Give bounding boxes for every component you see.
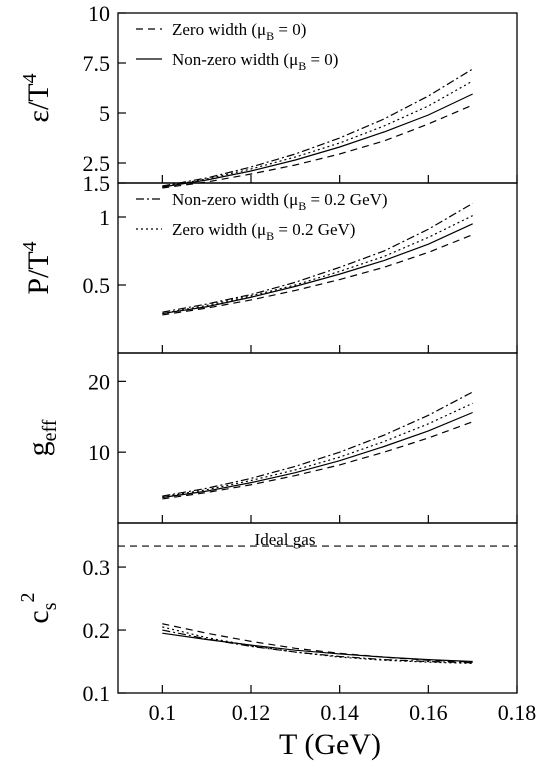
y-axis-label: P/T4 [19,241,55,294]
y-tick-label: 1 [99,205,110,230]
y-axis-label-sup: 4 [19,73,41,83]
y-tick-label: 0.2 [83,618,111,643]
legend-label: Zero width (μB = 0) [172,20,306,43]
y-axis-label-sup: 4 [19,241,41,251]
x-tick-label: 0.12 [232,700,271,725]
y-tick-label: 20 [88,369,110,394]
y-axis-label: cs2 [17,592,61,623]
y-axis-label-main: P/T [22,251,55,294]
legend-label-tail: = 0) [274,20,306,39]
x-tick-label: 0.16 [409,700,448,725]
x-tick-label: 0.18 [498,700,537,725]
legend-label-sub: B [266,229,274,243]
y-axis-label-main: ε/T [22,83,55,122]
series-line-dash-dot [162,68,473,187]
y-tick-label: 0.1 [83,681,111,706]
y-axis-label-sub: s [39,602,61,610]
y-axis-label-main: g [22,441,55,456]
panel-frame [117,352,518,524]
series-line-solid [162,632,473,663]
y-axis-label: ε/T4 [19,73,55,122]
legend-label-text: Zero width (μ [172,20,266,39]
x-tick-label: 0.1 [149,700,177,725]
legend-label-sub: B [298,199,306,213]
y-axis-label-sub: eff [39,419,61,441]
series-line-solid [162,411,473,499]
legend-label: Zero width (μB = 0.2 GeV) [172,220,355,243]
y-tick-label: 1.5 [83,171,111,196]
series-line-dotted [162,402,473,498]
y-tick-label: 10 [88,440,110,465]
legend-label-sub: B [266,29,274,43]
series-line-dashed [162,234,473,316]
legend-label: Non-zero width (μB = 0.2 GeV) [172,190,388,213]
y-tick-label: 0.5 [83,273,111,298]
y-tick-label: 5 [99,101,110,126]
series-line-dash-dot [162,629,473,664]
x-axis-label: T (GeV) [279,728,381,761]
y-axis-label-sup: 2 [17,592,39,602]
series-line-dashed [162,421,473,500]
series-line-dash-dot [162,391,473,497]
series-line-solid [162,223,473,315]
legend-label-sub: B [298,59,306,73]
legend-label-text: Zero width (μ [172,220,266,239]
legend-label-text: Non-zero width (μ [172,190,298,209]
y-tick-label: 2.5 [83,151,111,176]
y-axis-label-main: c [22,610,55,623]
legend-label-tail: = 0.2 GeV) [274,220,355,239]
series-line-dotted [162,626,473,665]
legend-label-tail: = 0) [306,50,338,69]
y-tick-label: 10 [88,1,110,26]
series-line-dashed [162,104,473,189]
legend-label-tail: = 0.2 GeV) [306,190,387,209]
panel-cs2: 0.1 0.2 0.3 cs2 Ideal gas [17,522,518,706]
x-tick-label: 0.14 [320,700,359,725]
ideal-gas-label: Ideal gas [255,530,316,549]
x-axis: 0.1 0.12 0.14 0.16 0.18 [149,700,537,725]
legend-label-text: Non-zero width (μ [172,50,298,69]
panel-geff: 10 20 geff [22,352,518,524]
series-line-solid [162,93,473,188]
y-tick-label: 7.5 [83,51,111,76]
panel-frame [117,522,518,694]
series-line-dotted [162,80,473,188]
y-tick-label: 0.3 [83,555,111,580]
series-line-dash-dot [162,202,473,313]
series-line-dashed [162,623,473,663]
legend-label: Non-zero width (μB = 0) [172,50,338,73]
y-axis-label: geff [22,419,61,456]
